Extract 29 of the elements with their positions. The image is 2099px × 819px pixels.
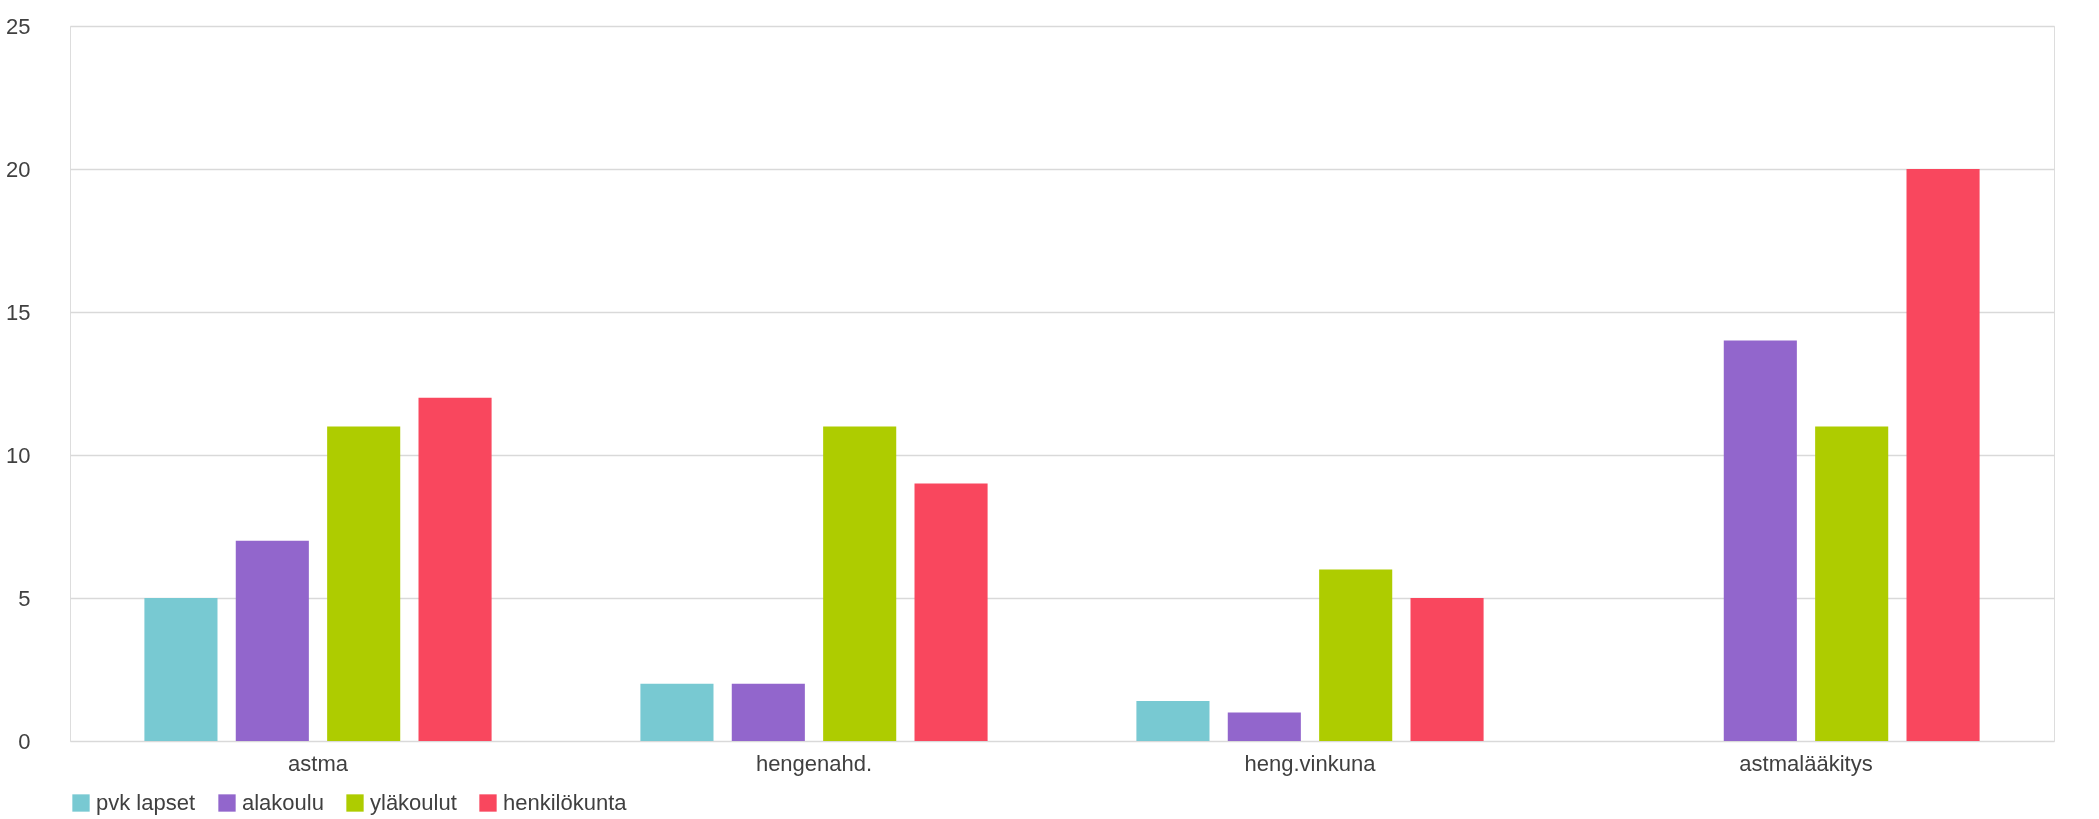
y-tick-label: 10	[6, 442, 31, 468]
y-tick-label: 20	[6, 156, 31, 182]
y-tick-label: 15	[6, 299, 31, 325]
bar	[1136, 700, 1210, 741]
legend-label: pvk lapset	[96, 790, 196, 815]
bar	[144, 598, 218, 741]
bar	[1227, 712, 1301, 741]
legend-label: yläkoulut	[370, 790, 457, 815]
bar	[327, 426, 401, 741]
bar	[914, 483, 988, 741]
y-tick-label: 0	[18, 728, 31, 754]
x-tick-label: heng.vinkuna	[1244, 750, 1377, 776]
bar	[418, 397, 492, 741]
x-tick-label: astmalääkitys	[1739, 750, 1873, 776]
x-tick-label: astma	[288, 750, 349, 776]
bar	[1723, 340, 1797, 741]
bar	[640, 683, 714, 741]
legend-label: alakoulu	[242, 790, 324, 815]
bar	[731, 683, 805, 741]
y-tick-label: 25	[6, 13, 31, 39]
bar	[1815, 426, 1889, 741]
bar	[235, 540, 309, 741]
bar	[1319, 569, 1393, 741]
y-tick-label: 5	[18, 585, 31, 611]
x-tick-label: hengenahd.	[755, 750, 873, 776]
bar	[823, 426, 897, 741]
bar	[1410, 598, 1484, 741]
legend-label: henkilökunta	[503, 790, 628, 815]
bar	[1906, 169, 1980, 741]
